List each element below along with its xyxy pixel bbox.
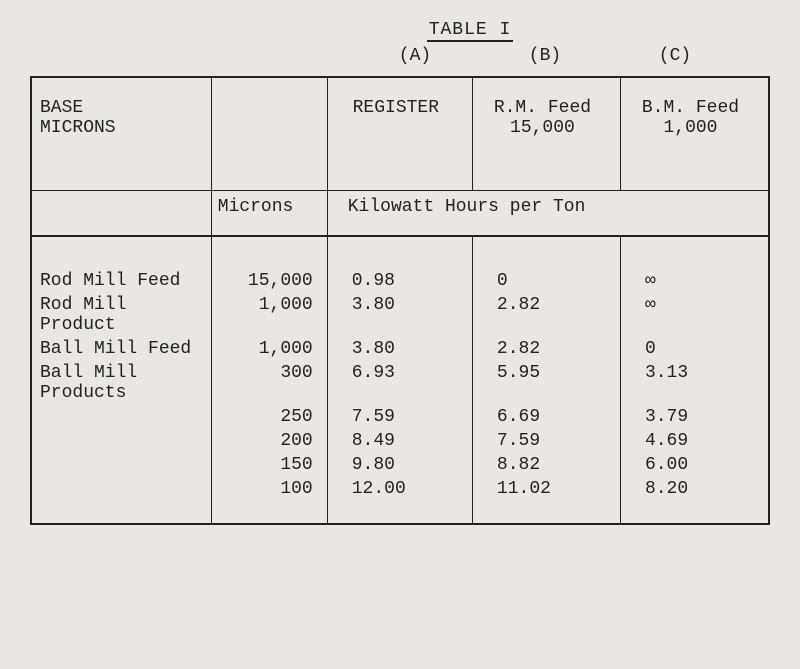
row-a: 7.59 (327, 405, 472, 429)
row-b: 8.82 (472, 453, 620, 477)
column-letter-a: (A) (350, 46, 480, 66)
row-microns: 250 (211, 405, 327, 429)
row-c: 3.13 (620, 361, 769, 405)
row-label: Rod Mill Feed (31, 269, 211, 293)
row-microns: 150 (211, 453, 327, 477)
header-bm-feed: B.M. Feed 1,000 (620, 77, 769, 191)
row-b: 2.82 (472, 293, 620, 337)
spacer-row-bottom (31, 501, 769, 524)
row-a: 6.93 (327, 361, 472, 405)
table-title: TABLE I (427, 20, 514, 42)
header-kwh: Kilowatt Hours per Ton (327, 191, 769, 237)
row-c: 3.79 (620, 405, 769, 429)
table-row: 100 12.00 11.02 8.20 (31, 477, 769, 501)
header-empty (211, 77, 327, 191)
row-c: 8.20 (620, 477, 769, 501)
header-base-microns: BASE MICRONS (31, 77, 211, 191)
table-row: 150 9.80 8.82 6.00 (31, 453, 769, 477)
row-label (31, 453, 211, 477)
data-table: BASE MICRONS REGISTER R.M. Feed 15,000 B… (30, 76, 770, 525)
row-microns: 15,000 (211, 269, 327, 293)
row-microns: 1,000 (211, 293, 327, 337)
table-row: Ball Mill Products 300 6.93 5.95 3.13 (31, 361, 769, 405)
header-microns: Microns (211, 191, 327, 237)
row-label (31, 429, 211, 453)
table-row: Rod Mill Product 1,000 3.80 2.82 ∞ (31, 293, 769, 337)
table-row: 200 8.49 7.59 4.69 (31, 429, 769, 453)
row-label (31, 405, 211, 429)
row-b: 6.69 (472, 405, 620, 429)
row-b: 7.59 (472, 429, 620, 453)
table-title-row: TABLE I (170, 20, 770, 42)
header-row-2: Microns Kilowatt Hours per Ton (31, 191, 769, 237)
header2-empty (31, 191, 211, 237)
row-microns: 1,000 (211, 337, 327, 361)
row-label: Ball Mill Products (31, 361, 211, 405)
row-microns: 100 (211, 477, 327, 501)
row-label: Rod Mill Product (31, 293, 211, 337)
row-a: 9.80 (327, 453, 472, 477)
column-letter-b: (B) (480, 46, 610, 66)
row-b: 2.82 (472, 337, 620, 361)
row-label (31, 477, 211, 501)
row-b: 0 (472, 269, 620, 293)
abc-spacer (30, 46, 350, 66)
header-row-1: BASE MICRONS REGISTER R.M. Feed 15,000 B… (31, 77, 769, 191)
table-row: Ball Mill Feed 1,000 3.80 2.82 0 (31, 337, 769, 361)
row-c: 6.00 (620, 453, 769, 477)
row-c: 4.69 (620, 429, 769, 453)
row-microns: 200 (211, 429, 327, 453)
row-a: 3.80 (327, 337, 472, 361)
row-microns: 300 (211, 361, 327, 405)
header-register: REGISTER (327, 77, 472, 191)
column-letter-row: (A) (B) (C) (30, 46, 770, 66)
row-c: ∞ (620, 293, 769, 337)
row-a: 8.49 (327, 429, 472, 453)
table-row: Rod Mill Feed 15,000 0.98 0 ∞ (31, 269, 769, 293)
spacer-row (31, 236, 769, 269)
row-c: 0 (620, 337, 769, 361)
row-c: ∞ (620, 269, 769, 293)
row-a: 0.98 (327, 269, 472, 293)
row-b: 11.02 (472, 477, 620, 501)
row-a: 12.00 (327, 477, 472, 501)
column-letter-c: (C) (610, 46, 740, 66)
row-label: Ball Mill Feed (31, 337, 211, 361)
table-row: 250 7.59 6.69 3.79 (31, 405, 769, 429)
row-a: 3.80 (327, 293, 472, 337)
row-b: 5.95 (472, 361, 620, 405)
header-rm-feed: R.M. Feed 15,000 (472, 77, 620, 191)
